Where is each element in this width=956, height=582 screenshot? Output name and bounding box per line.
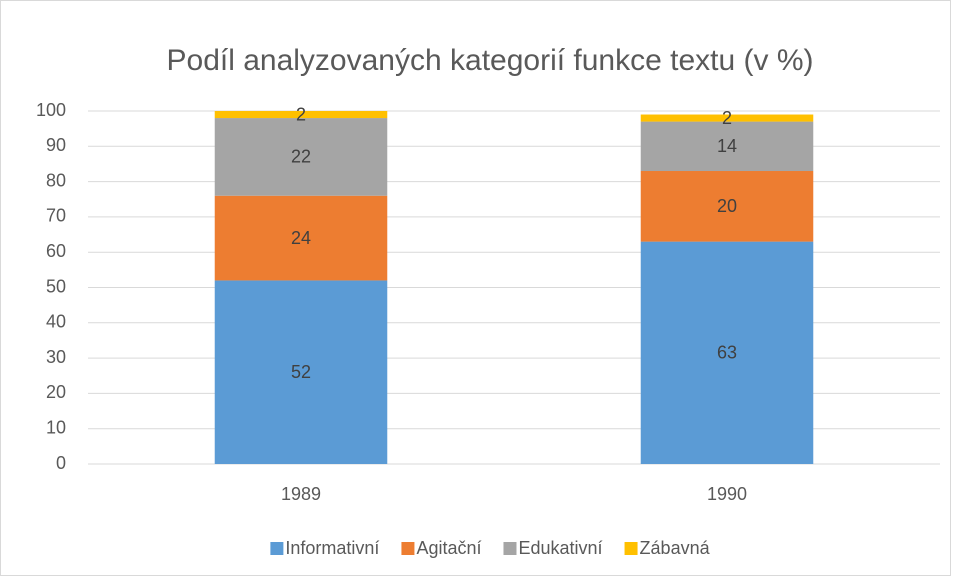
legend-swatch [401, 542, 415, 555]
legend-label: Informativní [285, 538, 379, 558]
legend-swatch [624, 542, 638, 555]
data-label: 14 [717, 136, 737, 156]
bar-segment [640, 114, 814, 122]
legend-swatch [503, 542, 517, 555]
y-tick-label: 60 [46, 241, 66, 261]
bar-segment [640, 241, 814, 464]
y-tick-label: 40 [46, 312, 66, 332]
legend-label: Agitační [416, 538, 481, 558]
y-tick-label: 50 [46, 276, 66, 296]
y-tick-label: 80 [46, 170, 66, 190]
legend-label: Zábavná [640, 538, 711, 558]
bar-segment [214, 195, 388, 281]
chart-title: Podíl analyzovaných kategorií funkce tex… [167, 44, 814, 77]
x-tick-label: 1989 [281, 484, 321, 504]
y-tick-label: 70 [46, 206, 66, 226]
y-tick-label: 90 [46, 135, 66, 155]
y-tick-label: 20 [46, 382, 66, 402]
data-label: 63 [717, 343, 737, 363]
bar-segment [640, 121, 814, 172]
legend-label: Edukativní [518, 538, 602, 558]
bar-segment [214, 111, 388, 119]
data-label: 52 [291, 362, 311, 382]
data-label: 2 [722, 108, 732, 128]
data-label: 22 [291, 147, 311, 167]
y-tick-label: 0 [56, 453, 66, 473]
bar-segment [640, 171, 814, 242]
data-label: 2 [296, 104, 306, 124]
x-tick-label: 1990 [707, 484, 747, 504]
y-tick-label: 100 [36, 100, 66, 120]
y-tick-label: 10 [46, 417, 66, 437]
y-tick-label: 30 [46, 347, 66, 367]
data-label: 20 [717, 196, 737, 216]
bar-segment [214, 280, 388, 464]
data-label: 24 [291, 228, 311, 248]
bar-segment [214, 118, 388, 196]
legend-swatch [270, 542, 284, 555]
